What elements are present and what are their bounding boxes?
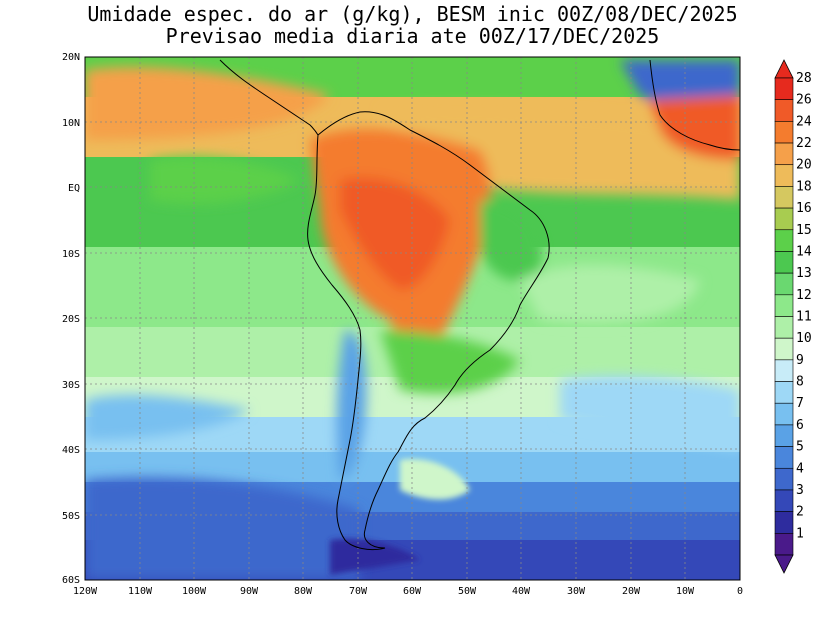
- colorbar-label: 5: [796, 440, 804, 455]
- lon-label: 120W: [73, 586, 98, 597]
- lat-label: 30S: [62, 380, 80, 391]
- colorbar-label: 18: [796, 179, 812, 194]
- colorbar-swatch: [774, 99, 794, 122]
- colorbar-swatch: [774, 381, 794, 404]
- colorbar-swatch: [774, 402, 794, 426]
- colorbar-swatch: [774, 533, 794, 556]
- colorbar-label: 16: [796, 201, 812, 216]
- colorbar-min-arrow: [774, 554, 794, 574]
- lon-label: 90W: [240, 586, 259, 597]
- colorbar-label: 6: [796, 418, 804, 433]
- lon-label: 60W: [403, 586, 422, 597]
- colorbar-label: 4: [796, 461, 804, 476]
- plot-frame: [84, 56, 741, 581]
- south-america-coast: [307, 111, 550, 551]
- lon-label: 10W: [676, 586, 695, 597]
- humidity-field: [85, 57, 740, 580]
- colorbar: 28 26 24 22 20 18 16 15 14 13 12 11 10 9 8 7 6 5 4 3 2 1: [774, 59, 812, 574]
- latitude-labels: 20N 10N EQ 10S 20S 30S 40S 50S 60S: [62, 52, 80, 586]
- central-america-coast: [219, 59, 319, 136]
- lon-label: 30W: [567, 586, 586, 597]
- colorbar-swatch: [774, 337, 794, 361]
- colorbar-label: 9: [796, 353, 804, 368]
- colorbar-swatch: [774, 316, 794, 339]
- colorbar-label: 14: [796, 244, 812, 259]
- coastlines: [219, 59, 740, 551]
- lat-label: 20N: [62, 52, 80, 63]
- lat-label: 20S: [62, 314, 80, 325]
- lon-label: 70W: [349, 586, 368, 597]
- colorbar-swatch: [774, 186, 794, 209]
- lat-label: 60S: [62, 575, 80, 586]
- lat-label: 50S: [62, 511, 80, 522]
- title-line-2: Previsao media diaria ate 00Z/17/DEC/202…: [165, 24, 660, 48]
- colorbar-swatch: [774, 489, 794, 512]
- colorbar-label: 20: [796, 158, 812, 173]
- lon-label: 80W: [294, 586, 313, 597]
- colorbar-label: 2: [796, 505, 804, 520]
- lon-label: 100W: [182, 586, 207, 597]
- colorbar-label: 10: [796, 331, 812, 346]
- longitude-labels: 120W 110W 100W 90W 80W 70W 60W 50W 40W 3…: [73, 586, 743, 597]
- lon-label: 40W: [512, 586, 531, 597]
- colorbar-label: 15: [796, 223, 812, 238]
- colorbar-label: 24: [796, 114, 812, 129]
- colorbar-swatch: [774, 359, 794, 382]
- colorbar-label: 12: [796, 288, 812, 303]
- lon-label: 110W: [128, 586, 153, 597]
- colorbar-label: 1: [796, 526, 804, 541]
- colorbar-swatch: [774, 424, 794, 447]
- africa-coast: [649, 59, 740, 151]
- lat-label: 10N: [62, 118, 80, 129]
- colorbar-label: 13: [796, 266, 812, 281]
- colorbar-swatch: [774, 164, 794, 187]
- colorbar-label: 8: [796, 375, 804, 390]
- lat-label: 10S: [62, 249, 80, 260]
- lat-label: 40S: [62, 445, 80, 456]
- colorbar-label: 11: [796, 310, 812, 325]
- colorbar-swatch: [774, 272, 794, 296]
- colorbar-swatch: [774, 511, 794, 534]
- colorbar-max-arrow: [774, 59, 794, 79]
- colorbar-swatch: [774, 251, 794, 274]
- colorbar-label: 22: [796, 136, 812, 151]
- colorbar-swatch: [774, 229, 794, 252]
- lon-label: 20W: [622, 586, 641, 597]
- lon-label: 50W: [458, 586, 477, 597]
- lon-label: 0: [737, 586, 743, 597]
- colorbar-label: 7: [796, 396, 804, 411]
- graticule: [85, 57, 740, 580]
- colorbar-swatch: [774, 294, 794, 317]
- colorbar-label: 28: [796, 71, 812, 86]
- title-line-1: Umidade espec. do ar (g/kg), BESM inic 0…: [87, 2, 738, 26]
- colorbar-label: 26: [796, 93, 812, 108]
- colorbar-swatch: [774, 121, 794, 144]
- colorbar-swatch: [774, 446, 794, 469]
- lat-label: EQ: [68, 183, 80, 194]
- colorbar-swatch: [774, 142, 794, 166]
- colorbar-swatch: [774, 207, 794, 231]
- colorbar-swatch: [774, 467, 794, 491]
- colorbar-label: 3: [796, 483, 804, 498]
- colorbar-swatch: [774, 77, 794, 100]
